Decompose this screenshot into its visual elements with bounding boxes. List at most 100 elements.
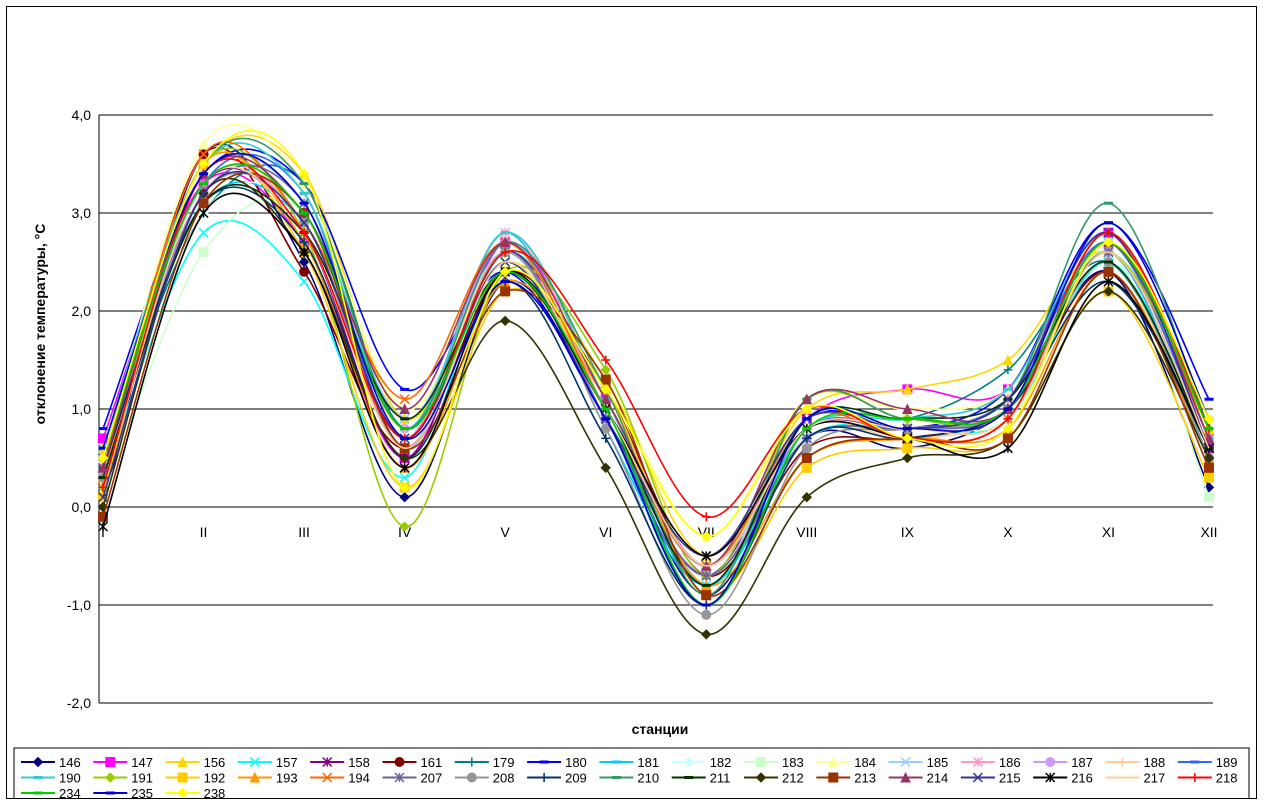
legend-label: 146 xyxy=(59,755,81,770)
data-point xyxy=(601,433,611,443)
legend-marker xyxy=(105,757,116,767)
legend-label: 161 xyxy=(421,755,443,770)
x-tick-label: X xyxy=(1003,524,1013,540)
legend-box xyxy=(13,747,1250,798)
legend-item: 161 xyxy=(382,755,443,770)
series-line xyxy=(102,137,1210,597)
legend-label: 191 xyxy=(131,771,153,786)
data-point xyxy=(500,247,510,257)
legend-marker xyxy=(900,756,911,768)
legend-marker xyxy=(177,772,188,783)
data-point xyxy=(801,491,813,503)
legend-label: 190 xyxy=(59,771,81,786)
data-point xyxy=(198,158,209,170)
legend-item: 234 xyxy=(21,786,81,798)
data-point xyxy=(600,462,611,474)
data-point xyxy=(399,462,410,473)
legend-item: 185 xyxy=(888,755,948,770)
legend-item: 187 xyxy=(1033,755,1093,770)
legend-label: 214 xyxy=(927,771,949,786)
legend-item: 183 xyxy=(744,755,804,770)
series-line xyxy=(102,172,1210,616)
data-point xyxy=(199,172,209,176)
data-point xyxy=(902,433,913,444)
legend-item: 181 xyxy=(599,755,659,770)
legend-marker xyxy=(249,756,260,768)
data-point xyxy=(299,276,310,287)
data-point xyxy=(600,374,611,385)
data-point xyxy=(299,217,310,228)
legend: 146 147 156 157 158 161 179 180 181 182 183 184 185 1… xyxy=(13,747,1250,798)
legend-marker xyxy=(105,772,116,783)
data-point xyxy=(801,453,812,463)
data-point xyxy=(801,443,812,454)
data-point xyxy=(1203,432,1215,444)
data-point xyxy=(1103,228,1113,238)
legend-marker xyxy=(249,771,261,783)
data-point xyxy=(601,355,611,365)
legend-marker xyxy=(755,772,767,783)
series-line xyxy=(102,158,1210,518)
x-tick-label: XII xyxy=(1200,524,1217,540)
y-axis-title: отклонение температуры, °C xyxy=(32,224,48,425)
legend-marker xyxy=(32,756,44,768)
data-point xyxy=(1003,387,1013,391)
chart-svg: -2,0-1,00,01,02,03,04,0 IIIIIIIVVVIVIIVI… xyxy=(13,107,1250,798)
legend-label: 184 xyxy=(854,755,876,770)
series-line xyxy=(102,166,1210,567)
y-tick-label: 2,0 xyxy=(72,303,92,319)
data-point xyxy=(500,280,510,284)
legend-label: 186 xyxy=(999,755,1021,770)
series-line xyxy=(102,186,1210,606)
data-point xyxy=(902,417,912,421)
legend-marker xyxy=(684,776,694,779)
legend-item: 180 xyxy=(527,755,587,770)
data-point xyxy=(98,482,108,492)
data-point xyxy=(499,266,511,278)
data-point xyxy=(299,182,309,186)
data-point xyxy=(97,492,109,503)
data-point xyxy=(199,182,209,186)
legend-marker xyxy=(105,791,115,795)
data-point xyxy=(701,609,712,620)
legend-label: 157 xyxy=(276,755,298,770)
data-point xyxy=(500,231,510,235)
data-point xyxy=(198,207,209,219)
data-point xyxy=(1103,276,1114,287)
data-point xyxy=(902,443,913,454)
legend-label: 189 xyxy=(1216,755,1238,770)
data-point xyxy=(1103,221,1113,225)
data-point xyxy=(400,387,410,391)
legend-item: 147 xyxy=(93,755,153,770)
data-point xyxy=(1204,472,1214,483)
legend-item: 189 xyxy=(1177,755,1238,770)
x-tick-label: III xyxy=(298,524,310,540)
y-tick-label: -2,0 xyxy=(67,695,91,711)
legend-marker xyxy=(322,772,333,783)
legend-item: 157 xyxy=(237,755,298,770)
data-point xyxy=(399,472,410,483)
y-tick-label: 4,0 xyxy=(72,107,92,123)
legend-marker xyxy=(1190,760,1200,764)
data-point xyxy=(600,384,611,395)
legend-item: 207 xyxy=(382,771,442,786)
data-point xyxy=(97,462,109,473)
legend-item: 194 xyxy=(310,771,370,786)
data-point xyxy=(701,550,712,562)
legend-label: 218 xyxy=(1216,771,1238,786)
legend-item: 188 xyxy=(1105,755,1165,770)
data-point xyxy=(198,188,209,199)
legend-marker xyxy=(828,772,839,783)
legend-label: 183 xyxy=(782,755,804,770)
legend-marker xyxy=(467,757,477,767)
legend-label: 182 xyxy=(710,755,732,770)
data-point xyxy=(499,236,511,248)
y-tick-label: 1,0 xyxy=(72,401,92,417)
legend-label: 192 xyxy=(204,771,226,786)
legend-label: 158 xyxy=(348,755,370,770)
data-point xyxy=(299,228,309,238)
data-point xyxy=(98,476,108,480)
x-tick-label: V xyxy=(501,524,511,540)
data-point xyxy=(1103,260,1113,264)
legend-item: 213 xyxy=(816,771,876,786)
